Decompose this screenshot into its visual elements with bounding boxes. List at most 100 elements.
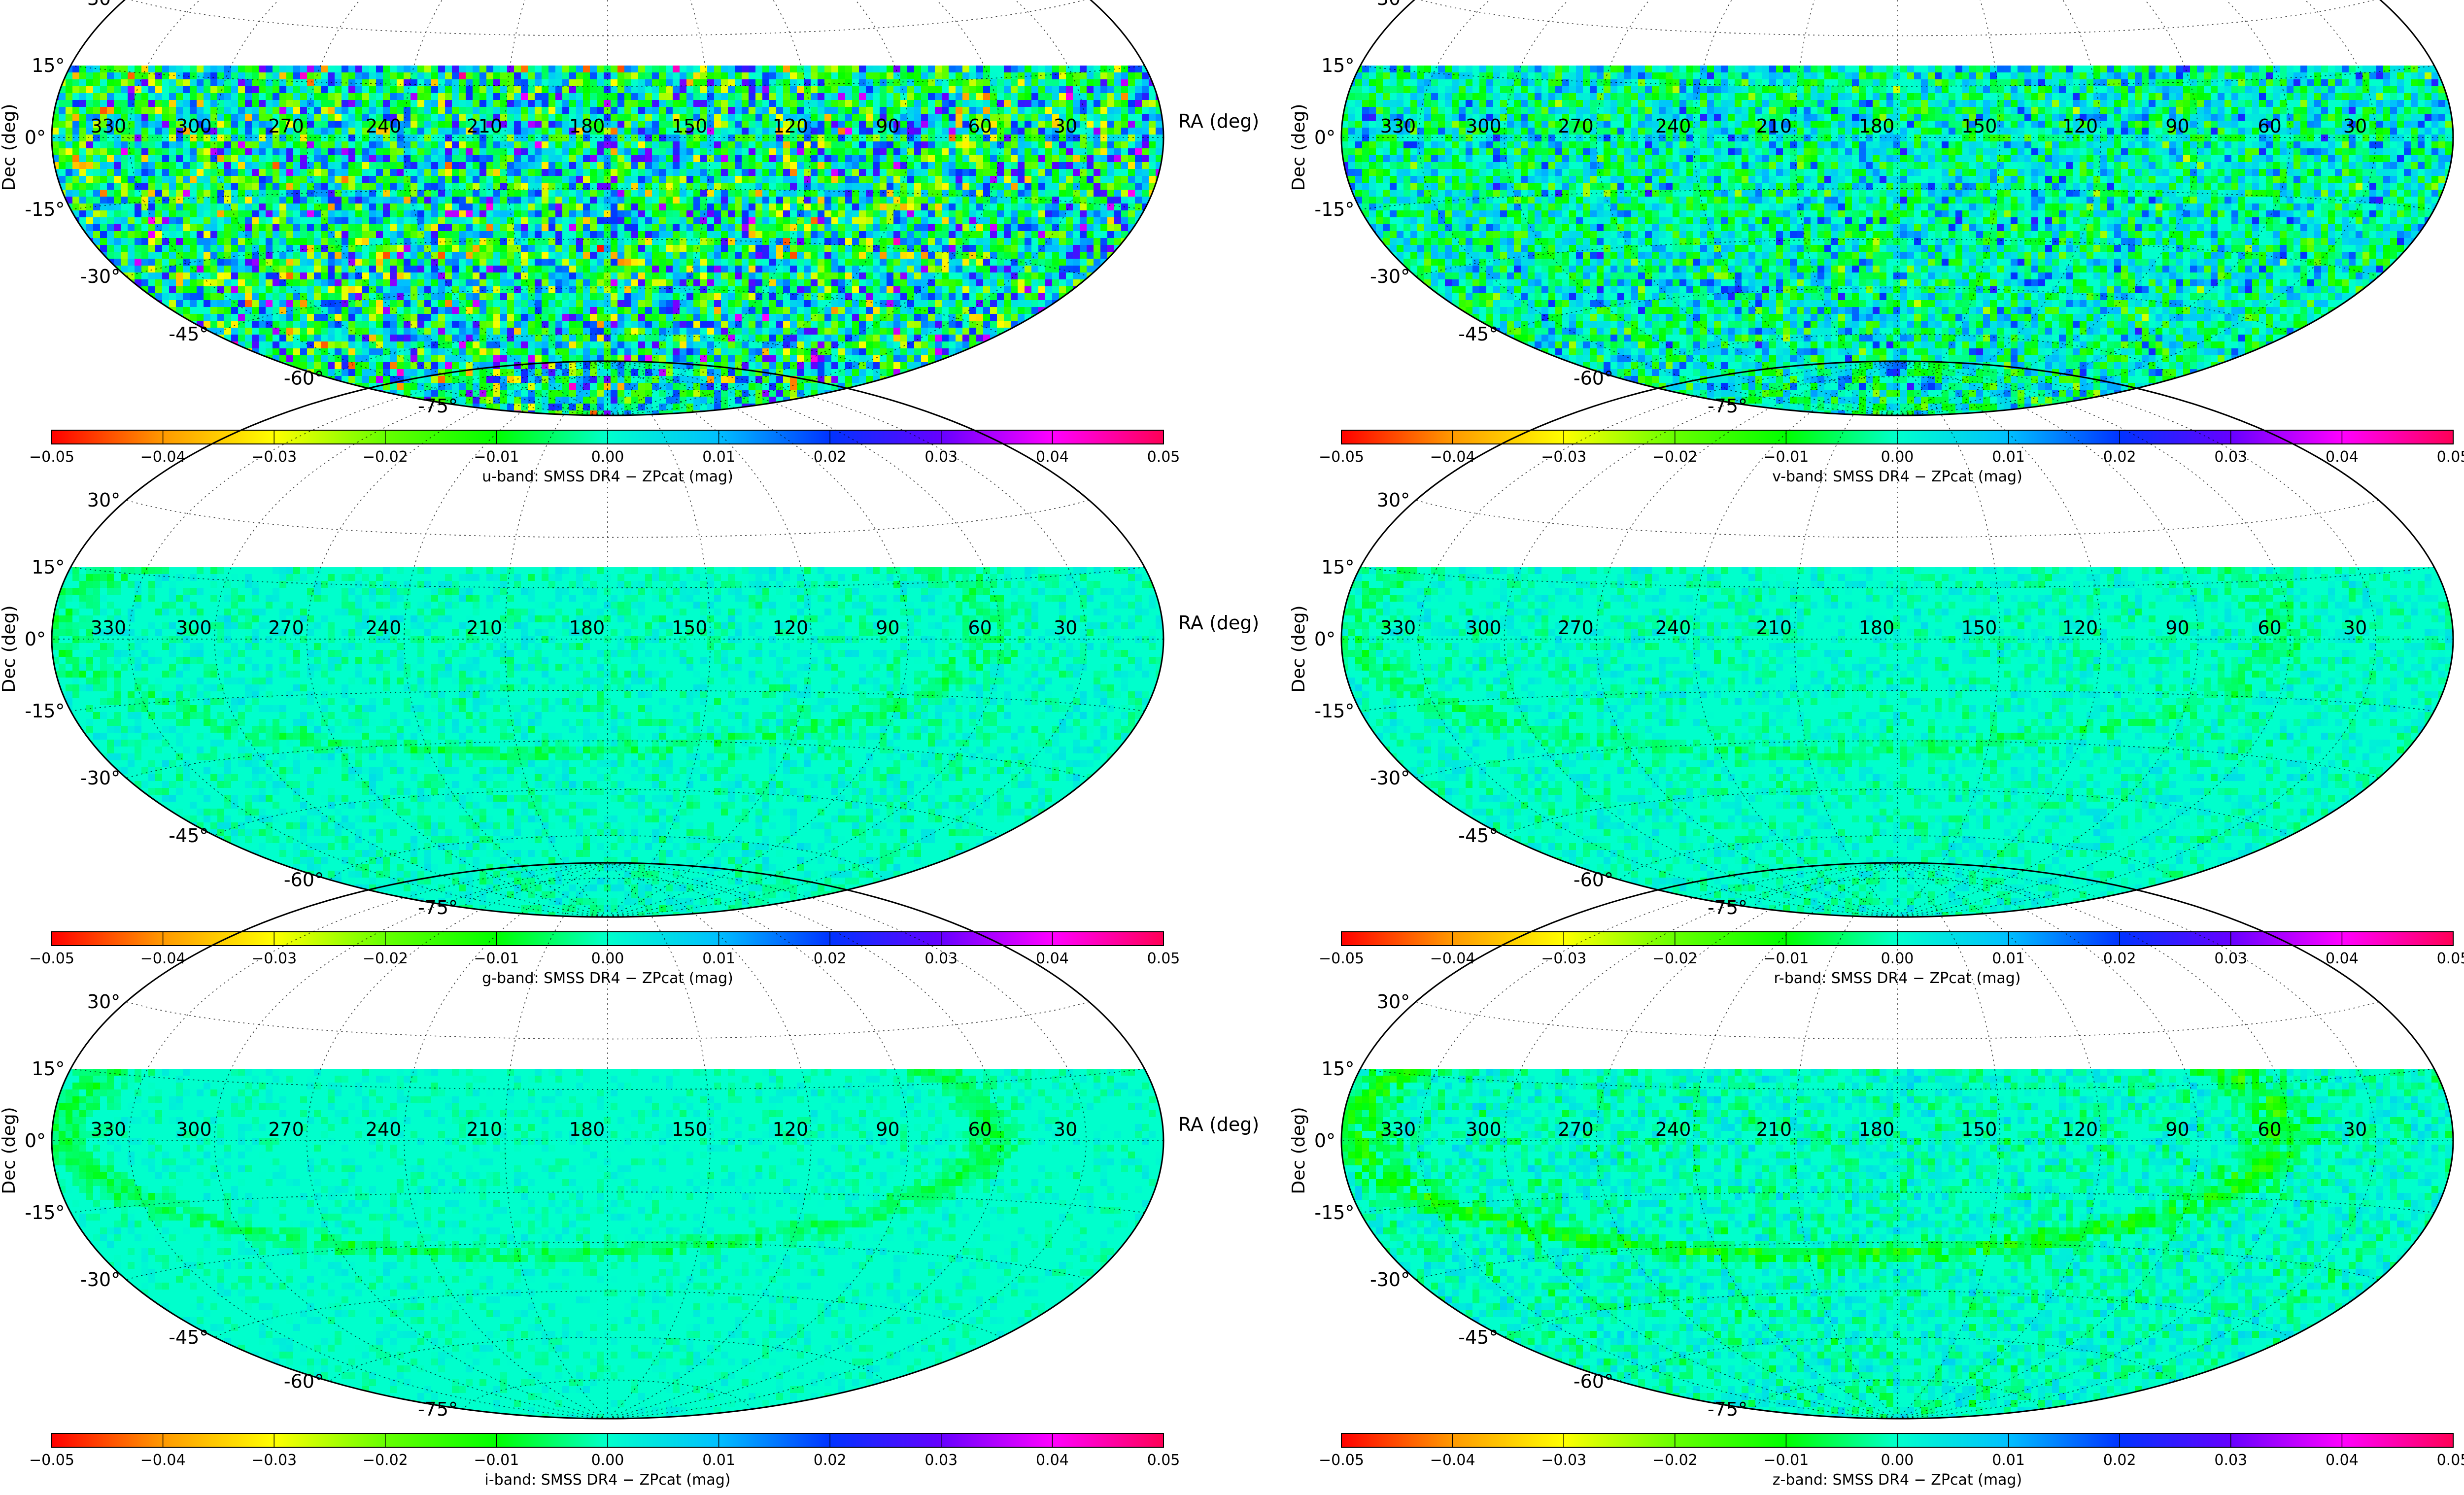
colorbar-tick-label: −0.04 [1430, 1452, 1475, 1469]
dec-tick-label: -15° [25, 700, 65, 722]
skymap-panel-i: 330 300 270 240 210 180 150 120 90 60 30 30° 15° 0° -1… [0, 862, 1259, 1489]
colorbar-tick-label: −0.03 [251, 950, 297, 967]
colorbar-tick-label: 0.00 [591, 1452, 624, 1469]
colorbar-tick-label: 0.03 [2214, 1452, 2247, 1469]
dec-tick-label: -75° [418, 1398, 458, 1420]
dec-tick-label: -60° [1574, 1370, 1613, 1392]
colorbar-tick-label: 0.03 [924, 1452, 958, 1469]
ra-tick-label: 120 [2062, 1119, 2098, 1140]
colorbar-tick-label: 0.04 [2326, 1452, 2359, 1469]
skymap-panel-u: 330 300 270 240 210 180 150 120 90 60 30 30° 15° 0° -1… [0, 0, 1259, 485]
dec-tick-label: -75° [1708, 1398, 1747, 1420]
colorbar-tick-label: 0.01 [702, 950, 735, 967]
colorbar-tick-label: 0.01 [702, 1452, 735, 1469]
colorbar-tick-label: 0.02 [2103, 1452, 2136, 1469]
graticule-i [52, 862, 1164, 1419]
colorbar-v: −0.05 −0.04 −0.03 −0.02 −0.01 0.00 0.01 0.02 0.0… [1319, 430, 2464, 485]
colorbar-tick-label: −0.05 [1319, 950, 1364, 967]
dec-tick-label: -60° [1574, 367, 1613, 389]
ra-tick-label: 300 [176, 617, 212, 639]
dec-tick-label: 0° [1314, 628, 1335, 650]
dec-tick-label: -30° [1370, 767, 1410, 789]
colorbar-tick-label: −0.03 [251, 1452, 297, 1469]
colorbar-tick-label: 0.00 [1881, 1452, 1914, 1469]
dec-tick-label: 0° [25, 628, 46, 650]
colorbar-tick-label: 0.05 [2437, 950, 2464, 967]
ra-tick-label: 60 [2258, 1119, 2281, 1140]
ra-tick-label: 150 [672, 115, 708, 137]
ra-tick-label: 330 [91, 1119, 127, 1140]
ra-tick-label: 240 [366, 115, 402, 137]
colorbar-tick-label: 0.02 [814, 448, 847, 466]
colorbar-tick-label: 0.02 [814, 1452, 847, 1469]
ra-tick-label: 330 [91, 115, 127, 137]
ra-tick-label: 210 [1756, 115, 1792, 137]
dec-tick-label: -60° [284, 869, 324, 890]
colorbar-tick-label: −0.02 [1652, 1452, 1698, 1469]
colorbar-tick-label: −0.02 [1652, 950, 1698, 967]
ra-tick-label: 180 [1859, 1119, 1895, 1140]
colorbar-tick-label: −0.01 [1763, 448, 1809, 466]
ra-tick-label: 210 [467, 1119, 503, 1140]
dec-tick-label: 15° [1321, 1058, 1354, 1080]
colorbar-tick-label: 0.02 [2103, 950, 2136, 967]
dec-tick-label: -15° [25, 199, 65, 220]
colorbar-tick-label: −0.05 [1319, 448, 1364, 466]
graticule-u [52, 0, 1164, 416]
ra-tick-label: 150 [672, 1119, 708, 1140]
ra-tick-label: 180 [569, 115, 605, 137]
dec-tick-label: -45° [1458, 323, 1498, 345]
ra-tick-label: 90 [2165, 1119, 2189, 1140]
ra-tick-label: 180 [569, 617, 605, 639]
dec-tick-label: 30° [1377, 489, 1410, 511]
colorbar-tick-label: 0.02 [2103, 448, 2136, 466]
colorbar-tick-label: 0.04 [2326, 950, 2359, 967]
heatmap-cells-g [52, 567, 1164, 917]
colorbar-tick-label: −0.02 [363, 950, 408, 967]
dec-tick-label: -45° [169, 825, 208, 847]
colorbar-tick-label: −0.03 [1541, 1452, 1586, 1469]
colorbar-label: z-band: SMSS DR4 − ZPcat (mag) [1773, 1471, 2022, 1489]
colorbar-tick-label: −0.03 [1541, 448, 1586, 466]
colorbar-tick-label: 0.05 [1147, 1452, 1180, 1469]
dec-tick-label: -30° [80, 1269, 120, 1291]
dec-tick-label: 15° [32, 556, 65, 578]
ra-tick-label: 120 [773, 115, 809, 137]
dec-tick-label: -75° [418, 395, 458, 417]
colorbar-tick-label: −0.01 [474, 950, 519, 967]
ra-tick-label: 150 [1961, 115, 1997, 137]
ra-tick-label: 210 [1756, 1119, 1792, 1140]
heatmap-noise-v [1341, 66, 2453, 415]
y-axis-label: Dec (deg) [0, 1107, 19, 1194]
colorbar-tick-label: −0.05 [29, 448, 74, 466]
colorbar-tick-label: −0.01 [474, 1452, 519, 1469]
dec-tick-label: 15° [32, 55, 65, 76]
ra-tick-label: 90 [876, 1119, 899, 1140]
ra-tick-label: 90 [2165, 115, 2189, 137]
dec-tick-label: -15° [25, 1202, 65, 1223]
colorbar-g: −0.05 −0.04 −0.03 −0.02 −0.01 0.00 0.01 0.02 0.0… [29, 931, 1180, 987]
graticule-v [1341, 0, 2454, 416]
ra-tick-label: 210 [467, 115, 503, 137]
x-axis-label: RA (deg) [1178, 1114, 1259, 1135]
ra-tick-label: 90 [876, 115, 899, 137]
dec-tick-label: -75° [1708, 395, 1747, 417]
dec-tick-label: -60° [284, 1370, 324, 1392]
graticule-z [1341, 862, 2454, 1419]
heatmap-cells-r [1341, 567, 2453, 917]
dec-tick-label: 30° [87, 991, 120, 1013]
ra-tick-label: 240 [366, 1119, 402, 1140]
dec-tick-label: -60° [284, 367, 324, 389]
ra-tick-label: 240 [1655, 115, 1691, 137]
colorbar-u: −0.05 −0.04 −0.03 −0.02 −0.01 0.00 0.01 0.02 0.0… [29, 430, 1180, 485]
colorbar-tick-label: 0.04 [2326, 448, 2359, 466]
ra-tick-label: 30 [1054, 1119, 1077, 1140]
ra-tick-label: 300 [1466, 617, 1502, 639]
ra-tick-label: 30 [2343, 1119, 2367, 1140]
colorbar-tick-label: 0.05 [1147, 448, 1180, 466]
y-axis-label: Dec (deg) [0, 103, 19, 191]
colorbar-tick-label: 0.04 [1036, 950, 1069, 967]
dec-tick-label: -15° [1314, 700, 1354, 722]
colorbar-tick-label: −0.02 [363, 1452, 408, 1469]
dec-tick-label: 30° [1377, 0, 1410, 9]
